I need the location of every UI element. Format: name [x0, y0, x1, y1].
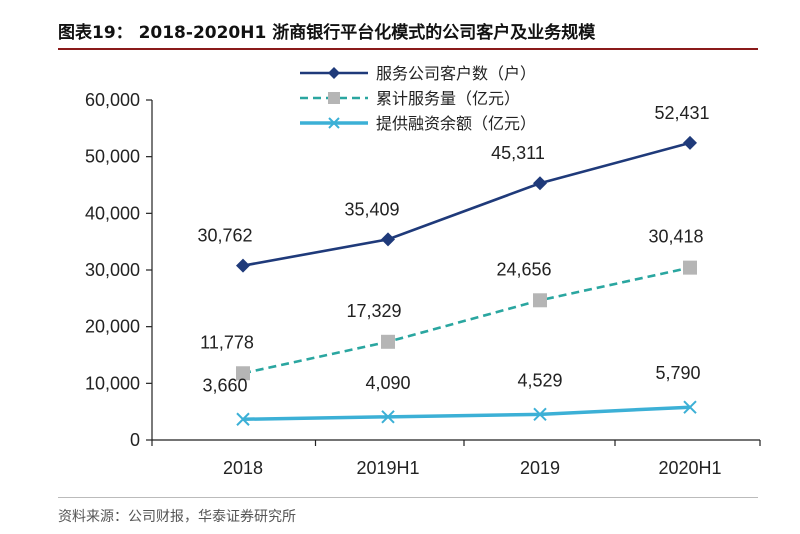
- axes: 0 10,000 20,000 30,000 40,000 50,000 60,000 201…: [85, 90, 761, 478]
- y-tick-label: 0: [130, 430, 140, 450]
- data-point-marker: [381, 410, 395, 424]
- source-note: 资料来源：公司财报，华泰证券研究所: [58, 509, 296, 525]
- data-label: 4,529: [517, 370, 562, 390]
- data-label: 4,090: [365, 373, 410, 393]
- data-point-marker: [236, 258, 250, 273]
- data-point-marker: [236, 366, 250, 381]
- legend-swatch-marker: [328, 67, 340, 79]
- legend-label: 提供融资余额（亿元）: [376, 114, 536, 133]
- x-tick-label: 2019H1: [356, 458, 419, 478]
- data-label: 11,778: [200, 332, 254, 352]
- legend-label: 服务公司客户数（户）: [376, 64, 536, 83]
- series-line: [242, 405, 691, 422]
- data-point-marker: [683, 260, 697, 275]
- data-label: 30,762: [197, 226, 252, 246]
- x-tick-label: 2020H1: [658, 458, 721, 478]
- y-tick-label: 60,000: [85, 90, 140, 110]
- legend-swatch-marker: [328, 92, 340, 104]
- legend: 服务公司客户数（户） 累计服务量（亿元） 提供融资余额（亿元）: [300, 64, 536, 133]
- data-point-marker: [533, 407, 547, 422]
- series-line: [242, 266, 691, 375]
- footer-divider: [58, 497, 758, 498]
- x-tick-label: 2019: [520, 458, 560, 478]
- title-underline: [58, 48, 758, 50]
- y-tick-label: 50,000: [85, 147, 140, 167]
- data-label: 52,431: [654, 103, 709, 123]
- data-label: 17,329: [346, 301, 401, 321]
- data-point-marker: [533, 293, 547, 308]
- data-point-marker: [236, 412, 250, 426]
- y-tick-label: 20,000: [85, 317, 140, 337]
- data-labels: 30,762 35,409 45,311 52,431 11,778 17,329 24,6…: [197, 103, 709, 395]
- data-label: 35,409: [344, 199, 399, 219]
- data-point-marker: [683, 135, 697, 150]
- legend-swatch-marker: [328, 117, 340, 129]
- y-tick-label: 10,000: [85, 373, 140, 393]
- y-tick-label: 40,000: [85, 203, 140, 223]
- data-label: 3,660: [202, 375, 247, 395]
- data-label: 24,656: [496, 259, 551, 279]
- legend-label: 累计服务量（亿元）: [376, 89, 520, 108]
- chart-title: 图表19： 2018-2020H1 浙商银行平台化模式的公司客户及业务规模: [58, 23, 596, 43]
- data-label: 30,418: [648, 227, 703, 247]
- data-point-marker: [381, 334, 395, 349]
- data-point-marker: [381, 232, 395, 247]
- x-tick-label: 2018: [223, 458, 263, 478]
- series-layer: [236, 135, 697, 426]
- data-point-marker: [533, 176, 547, 191]
- series-line: [242, 141, 691, 267]
- y-tick-label: 30,000: [85, 260, 140, 280]
- data-label: 45,311: [491, 143, 545, 163]
- data-label: 5,790: [655, 363, 700, 383]
- data-point-marker: [683, 400, 697, 414]
